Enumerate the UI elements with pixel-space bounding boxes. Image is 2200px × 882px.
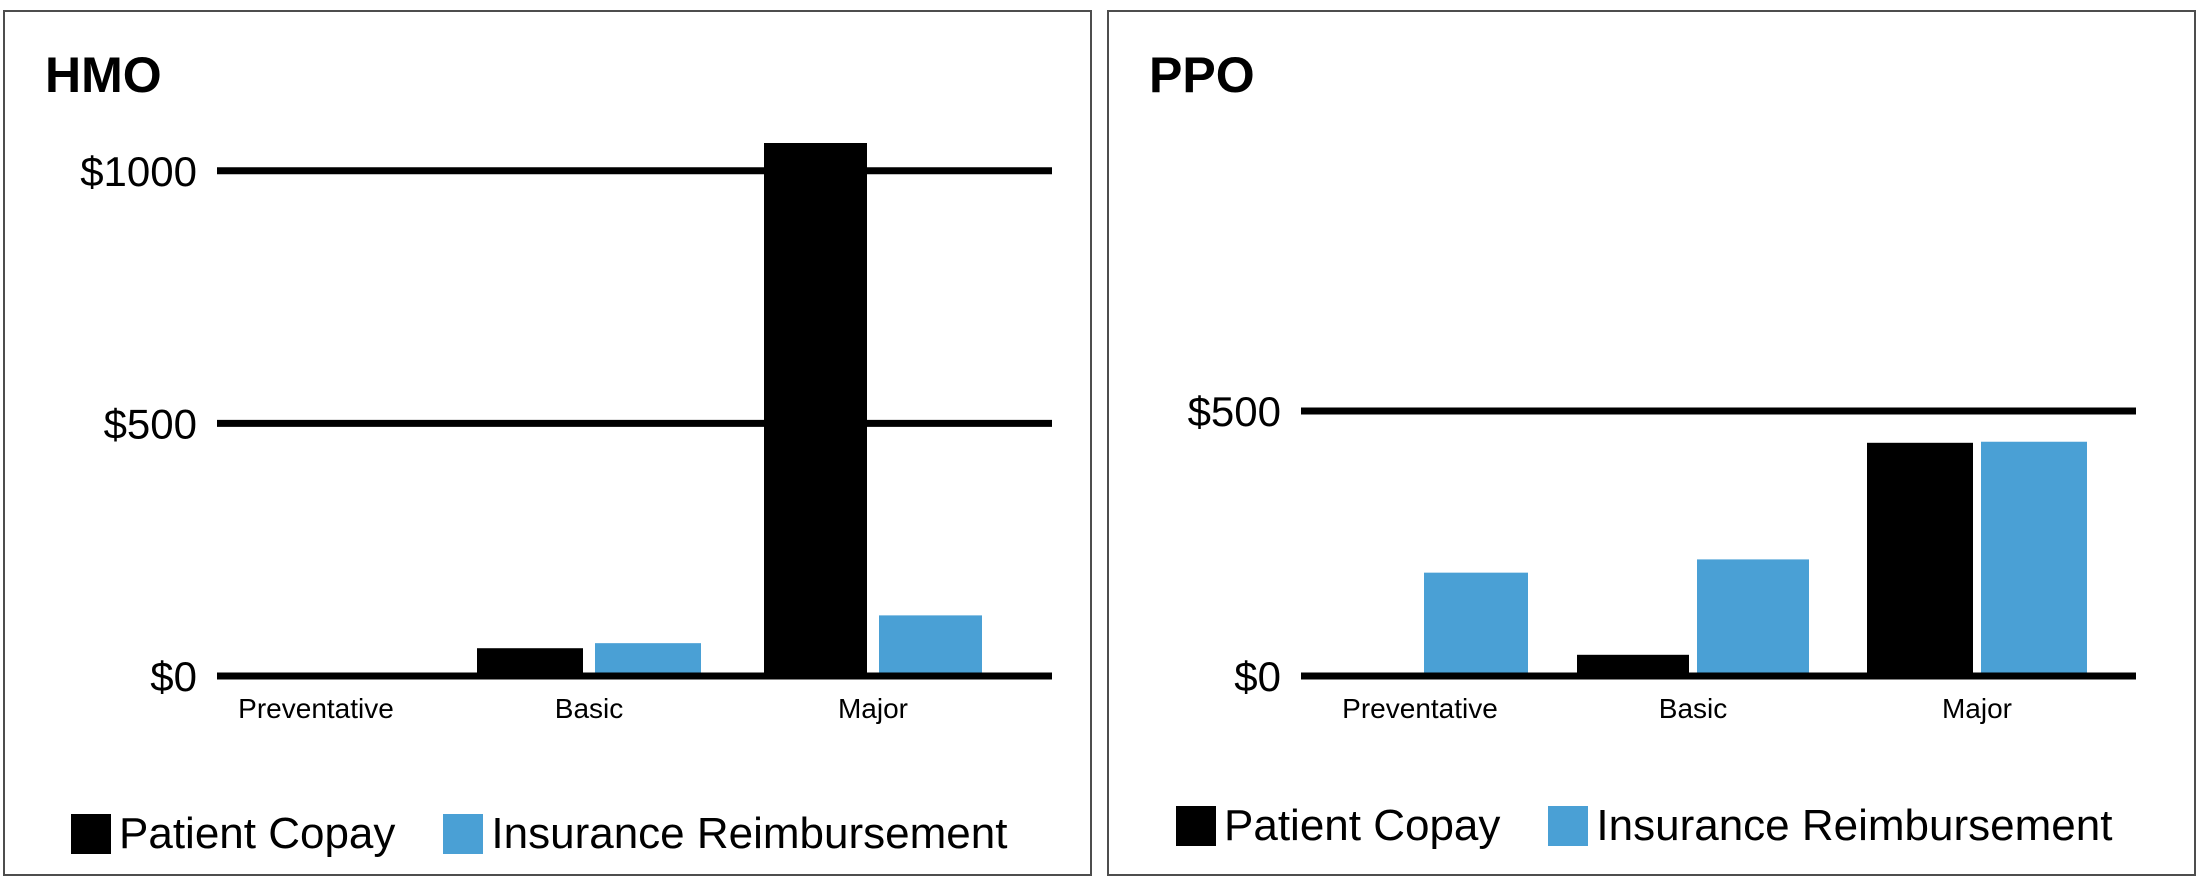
legend: Patient Copay Insurance Reimbursement	[1176, 801, 2112, 851]
copay-bar	[477, 648, 583, 676]
legend-label: Insurance Reimbursement	[1596, 801, 2113, 850]
reimbursement-bar	[1981, 441, 2087, 676]
copay-bar	[764, 143, 867, 676]
legend-label: Insurance Reimbursement	[491, 809, 1008, 858]
copay-bar	[1577, 654, 1689, 676]
y-tick-label: $500	[104, 400, 197, 447]
hmo-plot: $0 $500 $1000 Preventative Basic Major	[80, 143, 1052, 724]
copay-swatch	[71, 814, 111, 854]
x-tick-label: Preventative	[1342, 693, 1498, 724]
hmo-chart-panel: HMO $0 $500 $1000 Preventative Basic Major Pa…	[3, 10, 1092, 876]
y-tick-label: $0	[1234, 653, 1281, 700]
reimbursement-bar	[879, 615, 982, 676]
legend-item-reimbursement: Insurance Reimbursement	[443, 809, 1007, 859]
x-tick-label: Basic	[555, 693, 623, 724]
ppo-plot: $0 $500 Preventative Basic Major	[1188, 388, 2136, 724]
y-tick-label: $1000	[80, 148, 197, 195]
legend-label: Patient Copay	[119, 809, 396, 858]
copay-swatch	[1176, 806, 1216, 846]
reimbursement-swatch	[1548, 806, 1589, 846]
copay-bar	[1867, 442, 1973, 676]
legend-item-copay: Patient Copay	[71, 809, 395, 859]
reimbursement-bar	[595, 643, 701, 676]
legend-label: Patient Copay	[1224, 801, 1501, 850]
reimbursement-swatch	[443, 814, 484, 854]
legend: Patient Copay Insurance Reimbursement	[71, 809, 1007, 859]
x-tick-label: Basic	[1659, 693, 1727, 724]
legend-item-reimbursement: Insurance Reimbursement	[1548, 801, 2112, 851]
legend-item-copay: Patient Copay	[1176, 801, 1500, 851]
chart-title: PPO	[1149, 47, 1255, 103]
y-tick-label: $0	[150, 653, 197, 700]
y-tick-label: $500	[1188, 388, 1281, 435]
x-tick-label: Preventative	[238, 693, 394, 724]
reimbursement-bar	[1424, 572, 1528, 676]
ppo-chart-panel: PPO $0 $500 Preventative Basic Major Patient…	[1107, 10, 2196, 876]
reimbursement-bar	[1697, 559, 1809, 676]
x-tick-label: Major	[838, 693, 908, 724]
x-tick-label: Major	[1942, 693, 2012, 724]
chart-title: HMO	[45, 47, 162, 103]
